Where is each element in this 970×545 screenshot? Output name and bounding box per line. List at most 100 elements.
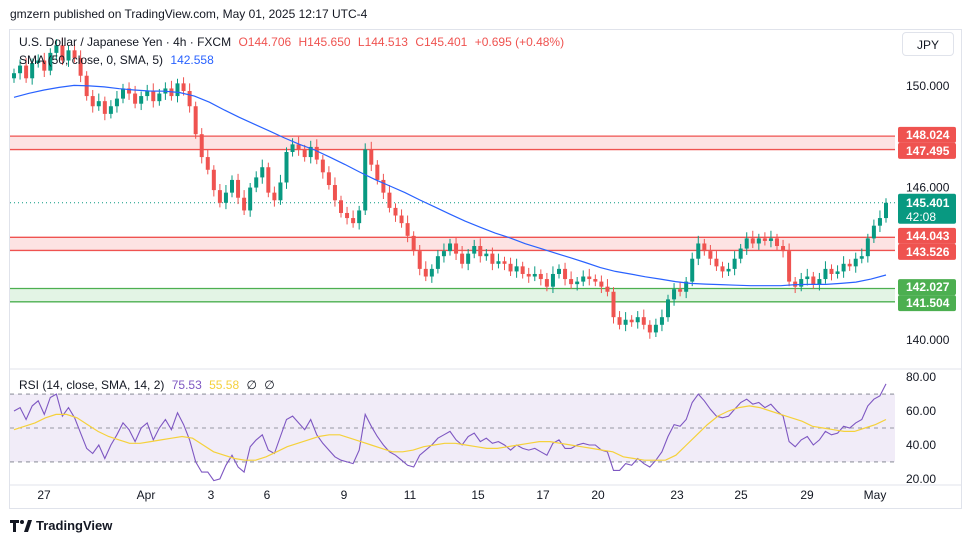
time-tick-label: Apr bbox=[137, 488, 156, 502]
candle-up bbox=[744, 238, 749, 249]
candle-up bbox=[557, 268, 561, 274]
candle-down bbox=[762, 238, 767, 241]
candle-up bbox=[726, 268, 731, 272]
candle-up bbox=[12, 73, 16, 79]
candle-down bbox=[617, 317, 622, 325]
candle-up bbox=[175, 83, 180, 97]
candle-up bbox=[871, 225, 876, 239]
candle-up bbox=[635, 317, 640, 323]
candle-up bbox=[805, 276, 810, 280]
price-tick-label: 140.000 bbox=[906, 333, 950, 347]
candle-down bbox=[345, 212, 350, 219]
candle-up bbox=[884, 202, 888, 219]
candle-down bbox=[611, 291, 616, 318]
rsi-ma-value: 55.58 bbox=[209, 378, 240, 392]
candle-down bbox=[151, 90, 156, 102]
candle-down bbox=[490, 253, 495, 264]
candle-down bbox=[508, 263, 513, 272]
candle-down bbox=[538, 273, 543, 280]
open-value: O144.706 bbox=[238, 35, 292, 49]
candle-up bbox=[865, 238, 870, 257]
rsi-legend: RSI (14, close, SMA, 14, 2) 75.53 55.58 … bbox=[19, 378, 279, 392]
candle-down bbox=[339, 200, 343, 213]
candle-up bbox=[441, 251, 446, 257]
candle-up bbox=[690, 258, 695, 282]
candle-down bbox=[205, 157, 210, 170]
rsi-label[interactable]: RSI (14, close, SMA, 14, 2) bbox=[19, 378, 165, 392]
candle-up bbox=[363, 149, 368, 211]
candle-up bbox=[139, 96, 144, 104]
candle-down bbox=[563, 268, 568, 280]
candle-down bbox=[417, 251, 422, 269]
candle-down bbox=[375, 164, 380, 180]
candle-down bbox=[242, 197, 247, 211]
candle-up bbox=[823, 268, 828, 280]
ohlc-legend: U.S. Dollar / Japanese Yen · 4h · FXCM O… bbox=[19, 35, 568, 49]
candle-up bbox=[672, 289, 677, 300]
rsi-extra-1: ∅ bbox=[246, 378, 257, 392]
candle-down bbox=[587, 276, 592, 280]
candle-up bbox=[36, 60, 41, 64]
candle-down bbox=[647, 324, 652, 333]
time-tick-label: 6 bbox=[264, 488, 271, 502]
candle-up bbox=[308, 146, 313, 158]
candle-down bbox=[381, 179, 386, 193]
sma-label[interactable]: SMA (50, close, 0, SMA, 5) bbox=[19, 53, 164, 67]
rsi-tick-label: 20.00 bbox=[906, 472, 936, 486]
resistance-top-price-tag-bg bbox=[898, 126, 956, 143]
candle-down bbox=[811, 276, 816, 285]
candle-up bbox=[817, 279, 822, 285]
candle-up bbox=[877, 218, 882, 226]
candle-up bbox=[121, 88, 125, 99]
time-tick-label: 27 bbox=[37, 488, 51, 502]
candle-down bbox=[78, 57, 83, 76]
rsi-ma-line bbox=[13, 405, 887, 461]
candle-down bbox=[60, 45, 65, 61]
candle-up bbox=[254, 177, 259, 188]
candle-down bbox=[544, 279, 549, 287]
resistance-bottom-price-tag: 143.526 bbox=[906, 245, 950, 259]
tradingview-logo[interactable]: TradingView bbox=[10, 518, 112, 533]
resistance-top-price-tag: 144.043 bbox=[906, 229, 950, 243]
candle-up bbox=[550, 273, 555, 287]
candle-up bbox=[66, 50, 71, 61]
candle-up bbox=[157, 93, 162, 102]
candle-down bbox=[454, 243, 459, 254]
candle-up bbox=[684, 281, 689, 292]
time-tick-label: 3 bbox=[208, 488, 215, 502]
candle-down bbox=[641, 317, 646, 325]
candle-down bbox=[678, 289, 683, 292]
candle-up bbox=[96, 101, 101, 107]
candle-up bbox=[108, 106, 113, 114]
candle-up bbox=[248, 187, 253, 211]
candle-down bbox=[708, 251, 713, 259]
support-bottom-price-tag: 141.504 bbox=[906, 296, 950, 310]
resistance-zone-1 bbox=[10, 237, 895, 251]
symbol-label[interactable]: U.S. Dollar / Japanese Yen · 4h · FXCM bbox=[19, 35, 232, 49]
candle-up bbox=[357, 210, 362, 224]
candle-down bbox=[599, 281, 604, 287]
candle-down bbox=[478, 246, 483, 257]
candle-down bbox=[593, 279, 598, 282]
bar-countdown-label: 42:08 bbox=[906, 210, 936, 224]
time-tick-label: 20 bbox=[591, 488, 605, 502]
candle-up bbox=[732, 258, 737, 269]
candle-down bbox=[42, 60, 47, 71]
candle-down bbox=[24, 65, 29, 79]
time-tick-label: 17 bbox=[536, 488, 550, 502]
candle-up bbox=[230, 179, 234, 193]
candle-down bbox=[502, 261, 507, 264]
candle-down bbox=[351, 218, 356, 224]
candle-up bbox=[532, 273, 537, 277]
candle-up bbox=[738, 248, 743, 259]
sma-line bbox=[13, 84, 887, 287]
candle-up bbox=[653, 324, 658, 333]
price-tick-label: 146.000 bbox=[906, 181, 950, 195]
candle-down bbox=[750, 238, 755, 244]
resistance-bottom-price-tag: 147.495 bbox=[906, 144, 950, 158]
candles-group bbox=[12, 37, 888, 339]
currency-button[interactable]: JPY bbox=[902, 32, 954, 56]
candle-down bbox=[605, 286, 610, 292]
candle-down bbox=[302, 149, 307, 158]
